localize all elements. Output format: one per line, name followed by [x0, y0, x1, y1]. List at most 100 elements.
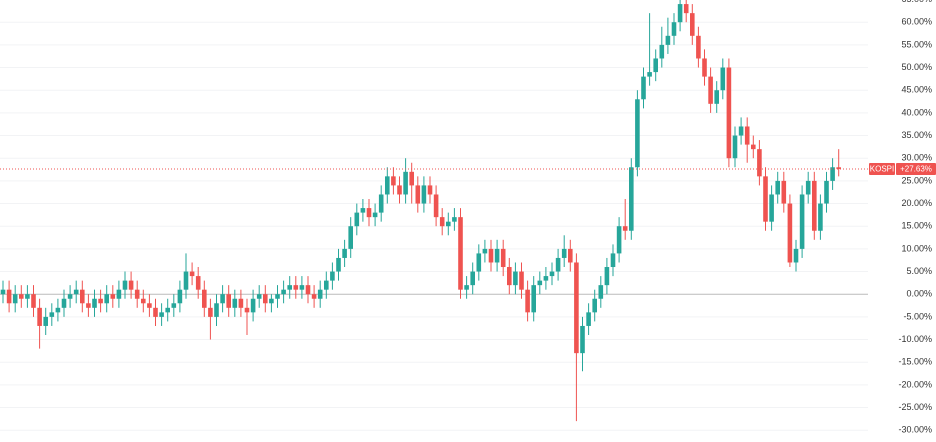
candle-body	[732, 135, 738, 159]
candle-body	[220, 294, 225, 304]
last-value-bg	[896, 162, 936, 175]
candle-body	[586, 312, 591, 326]
candle-body	[409, 171, 414, 186]
candle-body	[787, 203, 793, 263]
candle-body	[726, 67, 732, 159]
candle-body	[580, 325, 585, 354]
y-tick-label: -30.00%	[898, 425, 932, 435]
candle-body	[403, 171, 408, 195]
candle-body	[122, 280, 128, 290]
candle-body	[641, 76, 646, 100]
candle-body	[336, 257, 341, 272]
candle-body	[543, 276, 549, 281]
candle-body	[500, 248, 506, 268]
candle-body	[19, 294, 24, 299]
candle-body	[141, 298, 146, 304]
y-tick-label: 25.00%	[901, 175, 932, 185]
candle-body	[232, 298, 238, 308]
candle-body	[104, 294, 109, 304]
y-tick-label: 55.00%	[901, 39, 932, 49]
candle-body	[31, 294, 36, 308]
candle-body	[757, 149, 762, 177]
candle-body	[226, 294, 231, 308]
candle-body	[738, 126, 744, 136]
y-tick-label: 0.00%	[906, 289, 932, 299]
candle-body	[287, 285, 292, 290]
candle-body	[775, 180, 780, 195]
candle-body	[818, 203, 823, 231]
candle-body	[427, 185, 433, 195]
y-tick-label: -15.00%	[898, 357, 932, 367]
y-tick-label: 30.00%	[901, 153, 932, 163]
last-value-label: +27.63%	[900, 165, 932, 174]
candle-body	[653, 58, 658, 73]
candle-body	[12, 294, 18, 304]
candle-body	[799, 194, 805, 249]
y-tick-label: 5.00%	[906, 266, 932, 276]
candle-body	[470, 271, 475, 286]
candle-body	[202, 289, 207, 308]
candle-body	[561, 248, 567, 258]
y-tick-label: 60.00%	[901, 17, 932, 27]
candle-body	[751, 144, 756, 150]
candle-body	[153, 307, 158, 317]
candle-body	[476, 253, 482, 272]
candle-body	[525, 289, 530, 313]
candle-body	[635, 99, 640, 168]
candle-body	[55, 307, 61, 313]
candle-body	[159, 312, 164, 317]
candle-body	[342, 248, 347, 258]
candle-body	[677, 4, 683, 23]
y-tick-label: 10.00%	[901, 243, 932, 253]
series-tag-bg	[869, 162, 895, 175]
candle-body	[177, 289, 183, 304]
y-tick-label: 40.00%	[901, 107, 932, 117]
candle-body	[61, 298, 67, 308]
candle-body	[415, 185, 421, 204]
candle-body	[494, 248, 500, 263]
candle-body	[372, 212, 378, 218]
candle-body	[98, 298, 103, 304]
candle-body	[446, 221, 451, 227]
candle-body	[659, 44, 665, 59]
candle-body	[574, 262, 579, 354]
candle-body	[598, 285, 604, 299]
candle-body	[610, 253, 616, 268]
candle-body	[25, 294, 30, 299]
candle-body	[49, 312, 55, 317]
candle-body	[305, 285, 311, 295]
candle-body	[360, 208, 366, 213]
candle-body	[110, 294, 116, 299]
candle-body	[189, 271, 195, 277]
candle-body	[195, 276, 201, 290]
candle-body	[714, 90, 719, 104]
candle-body	[80, 289, 85, 304]
candle-body	[647, 72, 652, 77]
candle-body	[604, 267, 610, 286]
candle-body	[250, 298, 256, 313]
candle-body	[622, 226, 628, 231]
candle-body	[458, 217, 463, 290]
candle-body	[488, 248, 494, 263]
candle-body	[330, 271, 335, 281]
candle-body	[836, 167, 841, 169]
candle-body	[6, 289, 12, 304]
candle-body	[665, 35, 671, 45]
y-tick-label: -10.00%	[898, 334, 932, 344]
candle-body	[208, 307, 213, 317]
y-tick-label: 35.00%	[901, 130, 932, 140]
candle-body	[214, 303, 219, 317]
candle-body	[183, 271, 189, 290]
candle-body	[43, 316, 48, 326]
candle-body	[348, 226, 353, 249]
y-tick-label: -20.00%	[898, 379, 932, 389]
candle-body	[147, 303, 152, 308]
candle-body	[433, 194, 439, 218]
candle-body	[830, 167, 835, 181]
candle-body	[281, 289, 286, 295]
candle-body	[293, 285, 299, 290]
candle-body	[73, 289, 79, 295]
candle-body	[507, 267, 512, 286]
y-tick-label: -25.00%	[898, 402, 932, 412]
